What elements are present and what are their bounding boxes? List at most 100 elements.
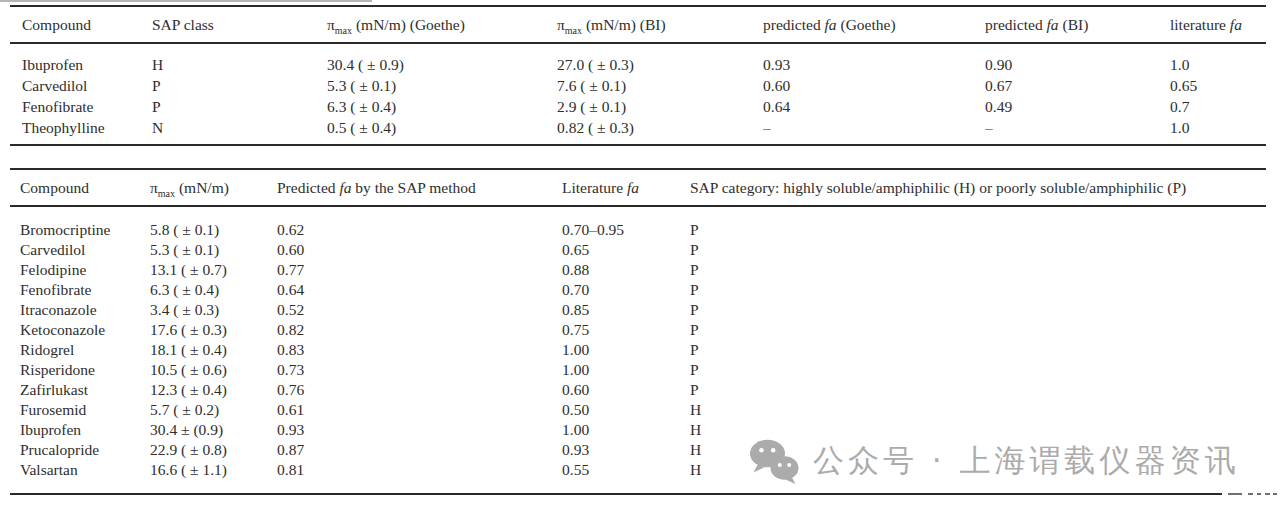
cell-literature-fa: 0.65	[552, 240, 680, 260]
cell-pi-max: 12.3 ( ± 0.4)	[140, 380, 267, 400]
cell-compound: Theophylline	[10, 117, 140, 145]
header-text: predicted	[763, 16, 825, 33]
table-row: Ketoconazole 17.6 ( ± 0.3) 0.82 0.75 P	[10, 320, 1266, 340]
cell-pi-max: 17.6 ( ± 0.3)	[140, 320, 267, 340]
cell-pi-max: 16.6 ( ± 1.1)	[140, 460, 267, 494]
table-row: Carvedilol 5.3 ( ± 0.1) 0.60 0.65 P	[10, 240, 1266, 260]
cell-literature-fa: 0.88	[552, 260, 680, 280]
cell-pi-max: 30.4 ± (0.9)	[140, 420, 267, 440]
t2-header-sap-category: SAP category: highly soluble/amphiphilic…	[680, 169, 1266, 206]
cell-literature-fa: 1.00	[552, 340, 680, 360]
cell-literature-fa: 0.93	[552, 440, 680, 460]
pi-unit: (mN/m) (BI)	[582, 16, 666, 33]
table-row: Risperidone 10.5 ( ± 0.6) 0.73 1.00 P	[10, 360, 1266, 380]
table-row: Fenofibrate 6.3 ( ± 0.4) 0.64 0.70 P	[10, 280, 1266, 300]
table2-header-row: Compound πmax (mN/m) Predicted fa by the…	[10, 169, 1266, 206]
cell-sap-category: P	[680, 300, 1266, 320]
fa-italic: fa	[627, 179, 639, 196]
t1-header-pi-bi: πmax (mN/m) (BI)	[545, 6, 751, 43]
t1-header-literature-fa: literature fa	[1158, 6, 1266, 43]
cell-pi-goethe: 6.3 ( ± 0.4)	[315, 96, 545, 117]
cell-pi-max: 10.5 ( ± 0.6)	[140, 360, 267, 380]
cell-compound: Bromocriptine	[10, 206, 140, 240]
cell-predicted-fa: 0.61	[267, 400, 552, 420]
table-row: Bromocriptine 5.8 ( ± 0.1) 0.62 0.70–0.9…	[10, 206, 1266, 240]
cell-compound: Ketoconazole	[10, 320, 140, 340]
table-row: Ridogrel 18.1 ( ± 0.4) 0.83 1.00 P	[10, 340, 1266, 360]
cell-sap-category: P	[680, 360, 1266, 380]
cell-predicted-fa: 0.87	[267, 440, 552, 460]
cell-predicted-fa: 0.76	[267, 380, 552, 400]
cell-compound: Carvedilol	[10, 240, 140, 260]
scan-artifact-dash	[1265, 493, 1270, 495]
cell-literature-fa: 0.85	[552, 300, 680, 320]
cell-compound: Risperidone	[10, 360, 140, 380]
cell-sap-class: N	[140, 117, 315, 145]
header-text: (BI)	[1059, 16, 1089, 33]
t1-header-predicted-fa-goethe: predicted fa (Goethe)	[751, 6, 973, 43]
pi-subscript: max	[565, 25, 582, 36]
cell-compound: Prucalopride	[10, 440, 140, 460]
fa-italic: fa	[339, 179, 351, 196]
scan-artifact-dash	[1257, 493, 1261, 495]
cell-sap-class: P	[140, 96, 315, 117]
cell-predicted-fa: 0.60	[267, 240, 552, 260]
cell-predicted-fa-goethe: 0.93	[751, 43, 973, 75]
cell-sap-category: H	[680, 420, 1266, 440]
cell-pi-bi: 2.9 ( ± 0.1)	[545, 96, 751, 117]
pi-subscript: max	[335, 25, 352, 36]
scan-artifact-dash	[1228, 493, 1242, 495]
table-sap-method-results: Compound πmax (mN/m) Predicted fa by the…	[10, 168, 1266, 495]
table-row: Ibuprofen H 30.4 ( ± 0.9) 27.0 ( ± 0.3) …	[10, 43, 1266, 75]
scan-artifact-top	[0, 0, 372, 2]
table-row: Felodipine 13.1 ( ± 0.7) 0.77 0.88 P	[10, 260, 1266, 280]
cell-sap-class: P	[140, 75, 315, 96]
cell-literature-fa: 0.70	[552, 280, 680, 300]
cell-literature-fa: 0.70–0.95	[552, 206, 680, 240]
cell-pi-max: 3.4 ( ± 0.3)	[140, 300, 267, 320]
cell-predicted-fa-goethe: –	[751, 117, 973, 145]
cell-pi-goethe: 5.3 ( ± 0.1)	[315, 75, 545, 96]
cell-compound: Carvedilol	[10, 75, 140, 96]
header-text: by the SAP method	[351, 179, 475, 196]
cell-sap-category: P	[680, 380, 1266, 400]
table1-header-row: Compound SAP class πmax (mN/m) (Goethe) …	[10, 6, 1266, 43]
t2-header-literature-fa: Literature fa	[552, 169, 680, 206]
cell-predicted-fa: 0.81	[267, 460, 552, 494]
cell-literature-fa: 1.00	[552, 360, 680, 380]
cell-pi-max: 18.1 ( ± 0.4)	[140, 340, 267, 360]
cell-predicted-fa: 0.83	[267, 340, 552, 360]
t1-header-predicted-fa-bi: predicted fa (BI)	[973, 6, 1158, 43]
fa-italic: fa	[1230, 16, 1242, 33]
cell-pi-max: 5.3 ( ± 0.1)	[140, 240, 267, 260]
cell-pi-max: 5.8 ( ± 0.1)	[140, 206, 267, 240]
cell-pi-max: 13.1 ( ± 0.7)	[140, 260, 267, 280]
cell-predicted-fa: 0.77	[267, 260, 552, 280]
cell-literature-fa: 0.75	[552, 320, 680, 340]
cell-compound: Zafirlukast	[10, 380, 140, 400]
cell-predicted-fa-goethe: 0.64	[751, 96, 973, 117]
cell-pi-max: 5.7 ( ± 0.2)	[140, 400, 267, 420]
cell-sap-category: H	[680, 460, 1266, 494]
cell-compound: Ibuprofen	[10, 420, 140, 440]
header-text: (Goethe)	[837, 16, 896, 33]
t1-header-compound: Compound	[10, 6, 140, 43]
cell-literature-fa: 0.55	[552, 460, 680, 494]
cell-compound: Fenofibrate	[10, 280, 140, 300]
cell-predicted-fa: 0.52	[267, 300, 552, 320]
cell-compound: Ibuprofen	[10, 43, 140, 75]
pi-symbol: π	[327, 16, 335, 33]
scan-artifact-dash	[1273, 493, 1277, 495]
fa-italic: fa	[825, 16, 837, 33]
table-sap-comparison: Compound SAP class πmax (mN/m) (Goethe) …	[10, 5, 1266, 146]
cell-compound: Furosemid	[10, 400, 140, 420]
t2-header-pi-max: πmax (mN/m)	[140, 169, 267, 206]
cell-sap-category: P	[680, 280, 1266, 300]
cell-compound: Valsartan	[10, 460, 140, 494]
cell-literature-fa: 1.0	[1158, 117, 1266, 145]
table-row: Theophylline N 0.5 ( ± 0.4) 0.82 ( ± 0.3…	[10, 117, 1266, 145]
t1-header-pi-goethe: πmax (mN/m) (Goethe)	[315, 6, 545, 43]
cell-predicted-fa-bi: 0.67	[973, 75, 1158, 96]
cell-predicted-fa: 0.73	[267, 360, 552, 380]
table-row: Itraconazole 3.4 ( ± 0.3) 0.52 0.85 P	[10, 300, 1266, 320]
